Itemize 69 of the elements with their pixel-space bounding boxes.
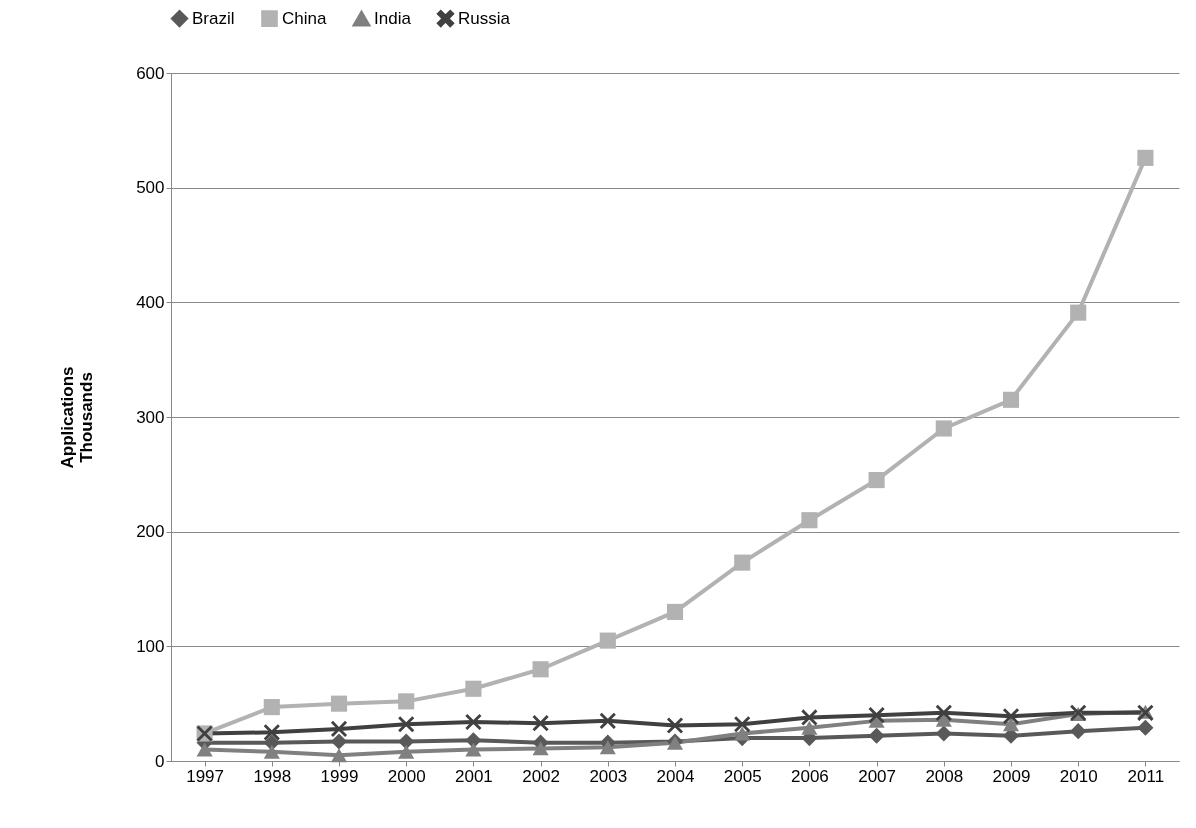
point [935, 704, 952, 721]
x-tick-label: 2006 [790, 766, 829, 786]
x-tick-label: 2007 [858, 766, 897, 786]
x-tick-label: 2011 [1127, 766, 1165, 786]
point [734, 716, 751, 733]
point [398, 693, 415, 710]
point [599, 632, 616, 649]
point [734, 554, 751, 571]
point [465, 680, 482, 697]
x-tick-label: 2008 [925, 766, 964, 786]
x-tick-label: 2010 [1059, 766, 1098, 786]
point [801, 720, 818, 735]
point [734, 726, 751, 741]
point [330, 748, 348, 763]
x-tick-label: 2009 [992, 766, 1031, 786]
y-axis-title: Applications Thousands [58, 366, 97, 469]
y-tick-label: 300 [136, 407, 165, 427]
y-tick-label: 600 [136, 63, 165, 83]
x-tick-label: 2000 [387, 766, 426, 786]
x-tick-label: 2004 [656, 766, 695, 786]
point [935, 420, 952, 437]
legend-label: Brazil [192, 8, 235, 28]
point [263, 744, 280, 759]
point [398, 733, 415, 750]
legend-label: Russia [458, 8, 511, 28]
point [1070, 304, 1087, 321]
point [1137, 149, 1154, 166]
point [868, 727, 885, 744]
point [532, 661, 549, 678]
legend-label: India [374, 9, 412, 29]
y-tick-label: 400 [136, 292, 165, 312]
point [330, 720, 348, 737]
y-tick-label: 0 [155, 751, 165, 771]
point [196, 742, 213, 757]
y-tick-label: 500 [136, 178, 165, 198]
x-tick-label: 2003 [589, 766, 628, 786]
x-tick-label: 2005 [723, 766, 762, 786]
point [330, 695, 348, 712]
x-tick-label: 1997 [186, 766, 225, 786]
point [398, 716, 415, 733]
point [263, 724, 280, 741]
point [1002, 391, 1020, 408]
point [801, 709, 818, 726]
point [465, 742, 482, 757]
point [599, 712, 616, 729]
point [868, 472, 885, 489]
point [1002, 717, 1020, 732]
x-tick-label: 1999 [320, 766, 359, 786]
point [868, 707, 885, 724]
point [599, 740, 616, 755]
point [801, 512, 818, 529]
point [263, 699, 280, 716]
point [1002, 708, 1020, 725]
point [1070, 723, 1087, 740]
x-tick-label: 2002 [522, 766, 561, 786]
x-tick-label: 2001 [454, 766, 493, 786]
point [935, 725, 952, 742]
point [532, 715, 549, 732]
y-tick-label: 100 [136, 636, 165, 656]
y-tick-label: 200 [136, 522, 165, 542]
legend-label: China [282, 8, 327, 28]
point [398, 744, 415, 759]
point [532, 741, 549, 756]
point [666, 603, 684, 620]
point [666, 717, 684, 734]
point [1137, 719, 1154, 736]
x-tick-label: 1998 [253, 766, 292, 786]
point [330, 733, 348, 750]
point [465, 713, 482, 731]
